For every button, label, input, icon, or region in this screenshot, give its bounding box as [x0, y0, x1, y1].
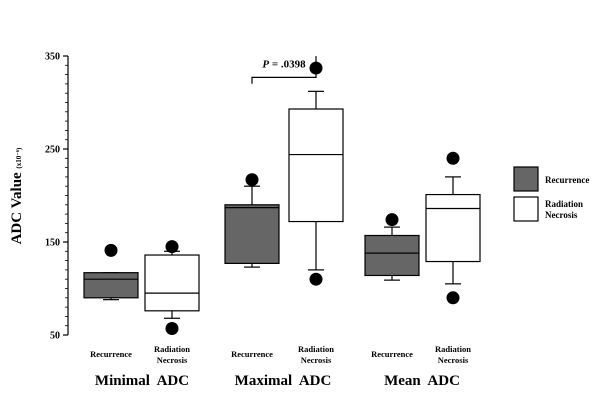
y-tick-label: 350: [45, 52, 60, 63]
outlier-point: [446, 151, 460, 165]
category-label: Recurrence: [231, 349, 273, 359]
y-tick-label: 150: [45, 238, 60, 249]
outlier-point: [446, 291, 460, 305]
outlier-point: [245, 173, 259, 187]
category-label: Recurrence: [371, 349, 413, 359]
category-label: Necrosis: [438, 355, 469, 365]
significance-bracket: [251, 56, 317, 84]
box-iqr: [288, 108, 344, 223]
y-tick-label: 250: [45, 145, 60, 156]
box-iqr: [144, 254, 200, 312]
category-label: Necrosis: [157, 355, 188, 365]
outlier-point: [165, 321, 179, 335]
y-tick-label: 50: [50, 331, 60, 342]
legend-label: Necrosis: [545, 210, 578, 220]
y-axis-label: ADC Value (x10⁻⁶): [9, 147, 25, 244]
outlier-point: [385, 213, 399, 227]
box-iqr: [224, 204, 280, 264]
box-iqr: [425, 193, 481, 263]
category-label: Radiation: [435, 344, 471, 354]
group-label: Mean ADC: [384, 373, 460, 389]
legend-label: Radiation: [545, 199, 583, 209]
category-label: Radiation: [154, 344, 190, 354]
box-iqr: [83, 272, 139, 299]
legend-swatch: [513, 166, 539, 192]
outlier-point: [104, 243, 118, 257]
box-iqr: [364, 234, 420, 277]
group-label: Minimal ADC: [95, 373, 189, 389]
p-value-annotation: P = .0398: [262, 58, 306, 70]
legend-swatch: [513, 196, 539, 222]
outlier-point: [165, 240, 179, 254]
category-label: Radiation: [298, 344, 334, 354]
group-label: Maximal ADC: [235, 373, 332, 389]
category-label: Recurrence: [90, 349, 132, 359]
category-label: Necrosis: [301, 355, 332, 365]
legend-label: Recurrence: [545, 175, 589, 185]
outlier-point: [309, 272, 323, 286]
